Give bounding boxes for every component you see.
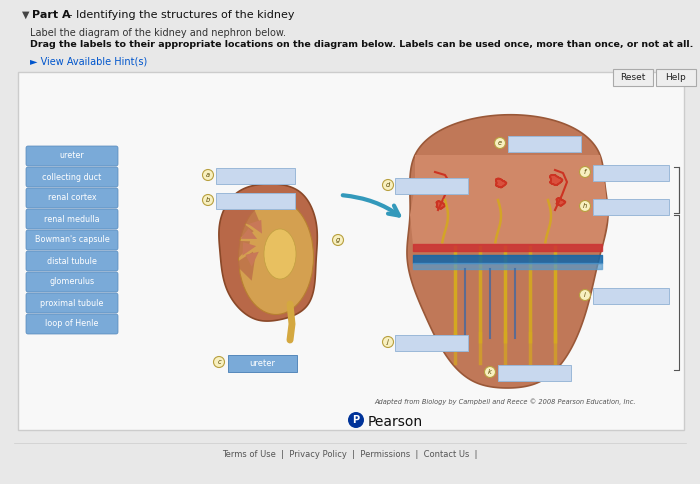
Polygon shape (248, 220, 262, 234)
Circle shape (332, 235, 344, 245)
Text: glomerulus: glomerulus (50, 277, 94, 287)
Circle shape (214, 357, 225, 367)
Text: collecting duct: collecting duct (43, 172, 102, 182)
Polygon shape (440, 180, 452, 190)
Circle shape (494, 137, 505, 149)
FancyBboxPatch shape (26, 188, 118, 208)
Polygon shape (242, 242, 256, 256)
Ellipse shape (239, 199, 314, 315)
FancyBboxPatch shape (26, 251, 118, 271)
Text: g: g (336, 237, 340, 243)
Text: ureter: ureter (249, 359, 275, 367)
Polygon shape (228, 241, 250, 264)
Polygon shape (407, 115, 608, 388)
FancyBboxPatch shape (592, 287, 668, 303)
Text: j: j (387, 339, 389, 345)
Text: e: e (498, 140, 502, 146)
Text: Pearson: Pearson (368, 415, 423, 429)
FancyBboxPatch shape (26, 209, 118, 229)
Text: d: d (386, 182, 390, 188)
FancyBboxPatch shape (216, 167, 295, 183)
FancyBboxPatch shape (613, 69, 653, 86)
FancyBboxPatch shape (216, 193, 295, 209)
FancyBboxPatch shape (228, 354, 297, 372)
Circle shape (580, 200, 591, 212)
Polygon shape (226, 218, 253, 240)
Text: proximal tubule: proximal tubule (41, 299, 104, 307)
Text: b: b (206, 197, 210, 203)
Polygon shape (496, 179, 506, 187)
Text: distal tubule: distal tubule (47, 257, 97, 266)
Polygon shape (410, 155, 608, 245)
Text: loop of Henle: loop of Henle (46, 319, 99, 329)
FancyBboxPatch shape (26, 293, 118, 313)
Polygon shape (550, 175, 562, 185)
Text: Terms of Use  |  Privacy Policy  |  Permissions  |  Contact Us  |: Terms of Use | Privacy Policy | Permissi… (223, 450, 477, 459)
Circle shape (202, 169, 214, 181)
FancyBboxPatch shape (26, 272, 118, 292)
Text: - Identifying the structures of the kidney: - Identifying the structures of the kidn… (65, 10, 295, 20)
Circle shape (382, 180, 393, 191)
Text: f: f (584, 169, 586, 175)
Text: renal medulla: renal medulla (44, 214, 100, 224)
Text: Part A: Part A (32, 10, 71, 20)
Polygon shape (437, 201, 445, 209)
FancyBboxPatch shape (395, 178, 468, 194)
FancyBboxPatch shape (592, 198, 668, 214)
Text: ► View Available Hint(s): ► View Available Hint(s) (30, 56, 147, 66)
Polygon shape (246, 252, 259, 267)
Polygon shape (219, 184, 317, 321)
Text: Adapted from Biology by Campbell and Reece © 2008 Pearson Education, Inc.: Adapted from Biology by Campbell and Ree… (374, 398, 636, 405)
Circle shape (202, 195, 214, 206)
FancyBboxPatch shape (26, 167, 118, 187)
Text: h: h (583, 203, 587, 209)
FancyBboxPatch shape (26, 230, 118, 250)
Circle shape (382, 336, 393, 348)
Text: ▼: ▼ (22, 10, 29, 20)
Text: ureter: ureter (60, 151, 85, 161)
FancyBboxPatch shape (26, 146, 118, 166)
Text: Reset: Reset (620, 73, 645, 82)
FancyBboxPatch shape (395, 334, 468, 350)
Text: Label the diagram of the kidney and nephron below.: Label the diagram of the kidney and neph… (30, 28, 286, 38)
FancyBboxPatch shape (26, 314, 118, 334)
FancyBboxPatch shape (18, 72, 684, 430)
Text: renal cortex: renal cortex (48, 194, 97, 202)
Text: Help: Help (666, 73, 687, 82)
Text: a: a (206, 172, 210, 178)
Ellipse shape (264, 229, 296, 279)
Text: P: P (352, 415, 360, 425)
Circle shape (580, 289, 591, 301)
Circle shape (580, 166, 591, 178)
Polygon shape (232, 205, 261, 227)
FancyBboxPatch shape (656, 69, 696, 86)
Text: c: c (217, 359, 220, 365)
Text: k: k (488, 369, 492, 375)
FancyBboxPatch shape (592, 165, 668, 181)
Circle shape (348, 412, 364, 428)
Text: Drag the labels to their appropriate locations on the diagram below. Labels can : Drag the labels to their appropriate loc… (30, 40, 694, 49)
Text: Bowman's capsule: Bowman's capsule (34, 236, 109, 244)
Polygon shape (241, 228, 257, 239)
Circle shape (484, 366, 496, 378)
Polygon shape (234, 252, 255, 281)
Text: i: i (584, 292, 586, 298)
FancyBboxPatch shape (508, 136, 580, 151)
FancyBboxPatch shape (498, 364, 570, 380)
Polygon shape (556, 198, 565, 206)
